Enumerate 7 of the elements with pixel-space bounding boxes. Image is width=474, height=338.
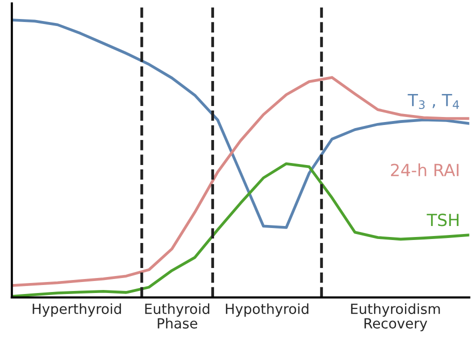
text: Euthyroidism Recovery bbox=[351, 303, 440, 332]
series-label: T$_{3}$ , T$_{4}$ bbox=[408, 94, 459, 110]
text: Hyperthyroid bbox=[32, 303, 121, 317]
text: Hypothyroid bbox=[226, 303, 308, 317]
series-label: TSH bbox=[426, 214, 458, 226]
text: Euthyroid Phase bbox=[145, 303, 210, 329]
text: 24-h RAI bbox=[391, 163, 458, 176]
